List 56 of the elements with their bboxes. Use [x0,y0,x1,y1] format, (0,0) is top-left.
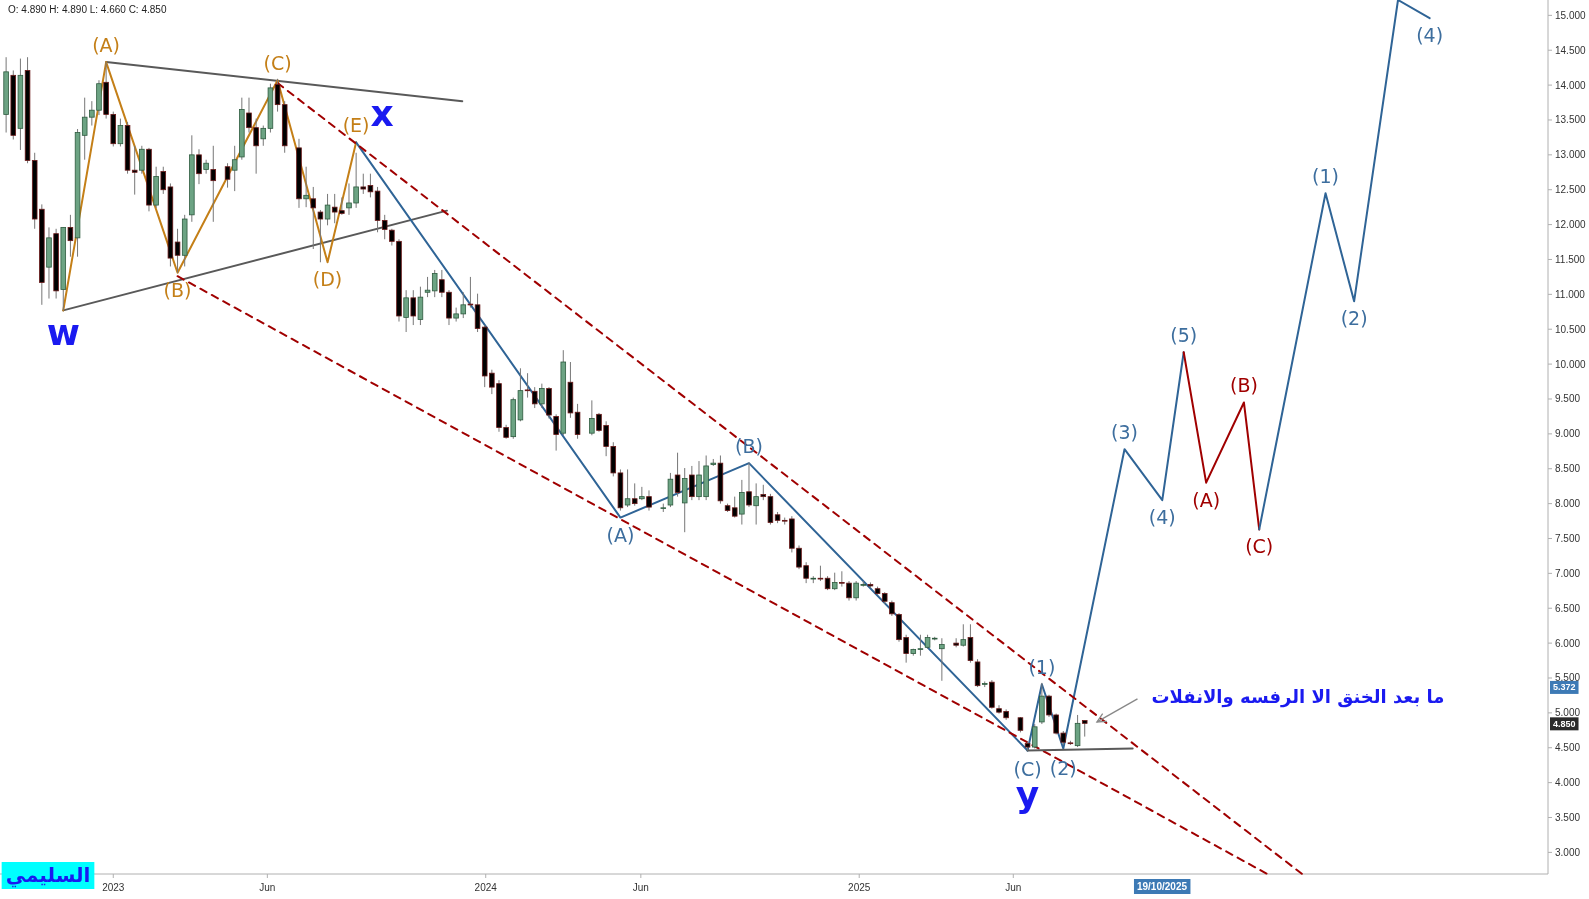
y-tick-label: 14.500 [1555,44,1587,56]
annotation: (2) [1049,757,1077,780]
y-tick-label: 11.500 [1555,253,1586,265]
annotation: x [370,92,394,134]
x-tick-label: Jun [259,882,276,893]
annotation: (A) [92,34,121,57]
y-tick-label: 7.000 [1555,567,1581,579]
annotation: (A) [1192,488,1221,511]
y-tick-label: 4.500 [1555,742,1581,754]
y-tick-label: 8.500 [1555,463,1581,475]
annotation: 4.850 [1550,717,1579,731]
x-tick-label: Jun [1005,882,1022,893]
annotation: (3) [1111,421,1138,444]
y-tick-label: 15.000 [1555,9,1587,21]
y-tick-label: 3.000 [1555,846,1581,858]
y-tick-label: 4.000 [1555,777,1581,789]
annotation: (E) [342,114,370,137]
y-tick-label: 13.500 [1555,114,1587,126]
x-tick-label: 2024 [474,882,498,893]
annotation: (B) [735,435,763,458]
y-tick-label: 6.000 [1555,637,1581,649]
annotation: (D) [312,268,343,291]
annotation: السليمي [1,862,95,889]
annotation: O: 4.890 H: 4.890 L: 4.660 C: 4.850 [8,4,167,15]
annotation: (C) [263,52,292,75]
annotation: (5) [1170,324,1198,347]
y-tick-label: 3.500 [1555,812,1581,823]
y-tick-label: 9.500 [1555,393,1581,405]
annotation: (A) [606,523,635,546]
annotation: (2) [1340,307,1368,330]
annotation: (1) [1312,165,1339,188]
y-tick-label: 10.500 [1555,323,1587,335]
y-tick-label: 12.500 [1555,184,1587,196]
annotation: (4) [1416,24,1444,47]
y-tick-label: 13.000 [1555,149,1587,161]
annotation: ما بعد الخنق الا الرفسه والانفلات [1151,686,1445,708]
annotation: 19/10/2025 [1133,879,1191,894]
y-tick-label: 12.000 [1555,219,1587,231]
annotation: (1) [1028,656,1056,679]
y-tick-label: 10.000 [1555,358,1587,370]
y-tick-label: 9.000 [1555,428,1581,440]
y-tick-label: 5.000 [1555,707,1581,719]
x-tick-label: Jun [632,882,649,893]
y-tick-label: 8.000 [1555,498,1581,510]
annotation: (C) [1245,535,1274,558]
annotation: (4) [1148,506,1176,529]
annotation: (B) [163,278,192,301]
annotation: (B) [1229,374,1258,397]
annotation: w [46,311,80,353]
y-tick-label: 7.500 [1555,532,1581,544]
x-tick-label: 2023 [102,882,125,893]
annotation: 5.372 [1550,680,1579,694]
y-tick-label: 14.000 [1555,79,1587,91]
x-tick-label: 2025 [848,882,871,893]
y-tick-label: 11.000 [1555,288,1586,300]
y-tick-label: 6.500 [1555,602,1581,614]
